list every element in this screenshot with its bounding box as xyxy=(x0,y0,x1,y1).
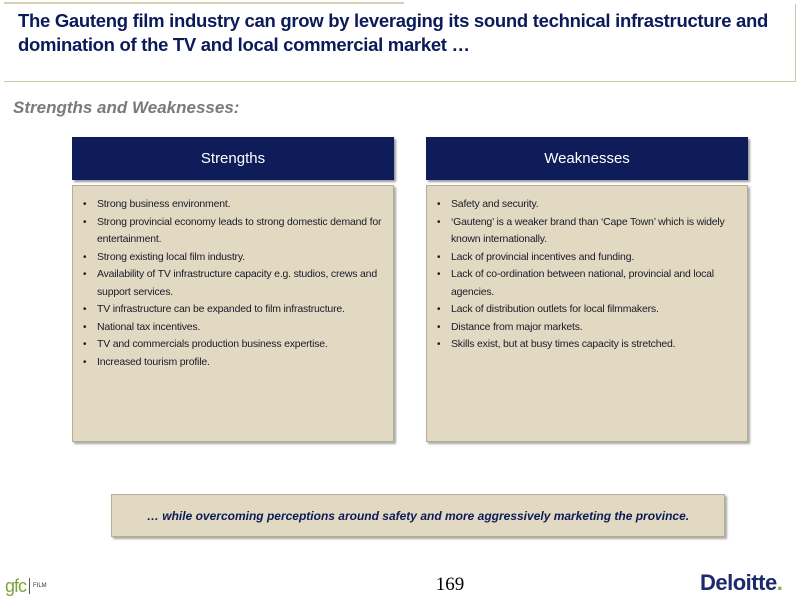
weakness-text: Lack of provincial incentives and fundin… xyxy=(451,250,635,263)
list-item: • TV infrastructure can be expanded to fi… xyxy=(83,301,383,319)
list-item: • Availability of TV infrastructure capac… xyxy=(83,266,383,301)
gfc-film-logo: gfc FILM xyxy=(5,574,47,598)
bullet-icon: • xyxy=(83,199,87,210)
list-item: • ‘Gauteng’ is a weaker brand than ‘Cape … xyxy=(437,214,737,249)
weakness-text: Skills exist, but at busy times capacity… xyxy=(451,338,676,350)
bullet-icon: • xyxy=(83,304,87,315)
weakness-text: ‘Gauteng’ is a weaker brand than ‘Cape T… xyxy=(451,215,725,246)
strength-text: Strong business environment. xyxy=(97,198,231,210)
strengths-list: • Strong business environment. • Strong pr… xyxy=(81,196,383,371)
list-item: • Skills exist, but at busy times capacit… xyxy=(437,336,737,354)
bullet-icon: • xyxy=(83,321,87,333)
gfc-logo-film-text: FILM xyxy=(33,583,47,589)
strength-text: Increased tourism profile. xyxy=(97,355,210,368)
list-item: • Increased tourism profile. xyxy=(83,354,383,372)
list-item: • National tax incentives. xyxy=(83,319,383,337)
conclusion-text: … while overcoming perceptions around sa… xyxy=(146,508,690,523)
list-item: • Strong existing local film industry. xyxy=(83,249,383,267)
list-item: • Lack of distribution outlets for local … xyxy=(437,301,737,319)
list-item: • Strong provincial economy leads to stro… xyxy=(83,214,383,249)
bullet-icon: • xyxy=(437,321,441,333)
logo-divider xyxy=(29,578,31,594)
bullet-icon: • xyxy=(437,199,441,210)
weaknesses-panel: • Safety and security. • ‘Gauteng’ is a we… xyxy=(426,185,748,442)
weaknesses-header: Weaknesses xyxy=(426,137,748,180)
list-item: • Lack of provincial incentives and fundi… xyxy=(437,249,737,267)
deloitte-logo: Deloitte. xyxy=(700,570,783,596)
weakness-text: Lack of co-ordination between national, … xyxy=(451,268,714,298)
title-box xyxy=(4,4,796,82)
title-accent-line xyxy=(4,2,404,4)
weakness-text: Distance from major markets. xyxy=(451,320,583,333)
strengths-panel: • Strong business environment. • Strong pr… xyxy=(72,185,394,442)
strength-text: National tax incentives. xyxy=(97,320,201,333)
strength-text: Strong provincial economy leads to stron… xyxy=(97,215,382,246)
list-item: • TV and commercials production business … xyxy=(83,336,383,354)
weakness-text: Safety and security. xyxy=(451,198,539,210)
bullet-icon: • xyxy=(83,251,87,263)
deloitte-logo-text: Deloitte xyxy=(700,570,777,595)
bullet-icon: • xyxy=(83,356,87,368)
bullet-icon: • xyxy=(437,304,441,315)
list-item: • Distance from major markets. xyxy=(437,319,737,337)
bullet-icon: • xyxy=(437,339,441,350)
strengths-header: Strengths xyxy=(72,137,394,180)
bullet-icon: • xyxy=(83,339,87,350)
gfc-logo-text: gfc xyxy=(5,575,27,596)
list-item: • Strong business environment. xyxy=(83,196,383,214)
page-title: The Gauteng film industry can grow by le… xyxy=(18,10,769,55)
strength-text: TV infrastructure can be expanded to fil… xyxy=(97,303,345,315)
page-number: 169 xyxy=(435,574,465,595)
weaknesses-list: • Safety and security. • ‘Gauteng’ is a we… xyxy=(435,196,737,354)
strength-text: TV and commercials production business e… xyxy=(97,338,328,350)
bullet-icon: • xyxy=(437,251,441,263)
strength-text: Availability of TV infrastructure capaci… xyxy=(97,268,377,298)
conclusion-box: … while overcoming perceptions around sa… xyxy=(111,494,725,537)
bullet-icon: • xyxy=(83,216,87,228)
list-item: • Lack of co-ordination between national,… xyxy=(437,266,737,301)
section-heading: Strengths and Weaknesses: xyxy=(13,98,240,117)
strength-text: Strong existing local film industry. xyxy=(97,250,245,263)
deloitte-logo-dot: . xyxy=(776,570,783,595)
bullet-icon: • xyxy=(437,216,441,228)
bullet-icon: • xyxy=(83,269,87,280)
list-item: • Safety and security. xyxy=(437,196,737,214)
bullet-icon: • xyxy=(437,269,441,280)
weakness-text: Lack of distribution outlets for local f… xyxy=(451,303,659,315)
